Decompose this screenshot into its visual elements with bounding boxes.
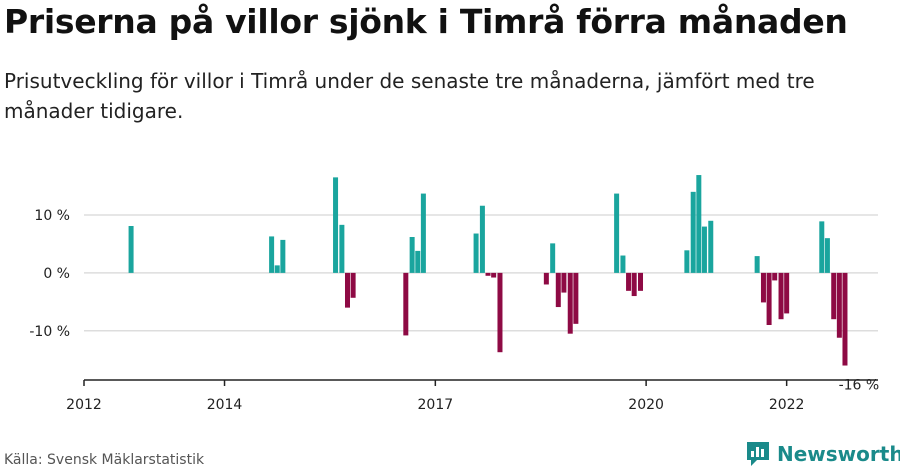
bar xyxy=(350,272,356,298)
bar xyxy=(497,272,503,353)
bar xyxy=(550,243,556,273)
bar xyxy=(696,175,702,273)
bar xyxy=(274,265,280,273)
bar xyxy=(567,272,573,334)
bar xyxy=(638,272,644,291)
bar xyxy=(543,272,549,285)
bar xyxy=(754,256,760,273)
bar xyxy=(128,226,134,273)
bar xyxy=(819,221,825,273)
bar xyxy=(778,272,784,320)
bar xyxy=(403,272,409,336)
bar xyxy=(420,193,426,273)
bar xyxy=(772,272,778,281)
bar xyxy=(784,272,790,314)
bar xyxy=(485,272,491,276)
page-subtitle: Prisutveckling för villor i Timrå under … xyxy=(4,69,815,123)
bar xyxy=(620,255,626,273)
brand-name: Newsworthy xyxy=(777,442,900,466)
bar xyxy=(842,272,848,366)
x-axis xyxy=(83,379,878,386)
bar xyxy=(561,272,567,293)
bar xyxy=(269,236,275,273)
bar xyxy=(831,272,837,320)
bar xyxy=(760,272,766,303)
latest-value-label: -16 % xyxy=(839,378,880,394)
bar xyxy=(684,250,690,273)
y-tick-label: -10 % xyxy=(29,324,70,340)
y-tick-label: 10 % xyxy=(34,208,70,224)
bar xyxy=(766,272,772,325)
brand-logo: Newsworthy xyxy=(745,440,900,468)
x-tick-label: 2017 xyxy=(418,397,454,413)
bar xyxy=(824,238,830,273)
x-tick-label: 2012 xyxy=(66,397,102,413)
bar xyxy=(339,224,345,273)
bar xyxy=(415,250,421,273)
bar xyxy=(708,220,714,273)
bar xyxy=(701,226,707,273)
source-note: Källa: Svensk Mäklarstatistik xyxy=(4,452,205,468)
bar xyxy=(614,193,620,273)
bar xyxy=(409,237,415,273)
bar xyxy=(333,177,339,273)
page-title: Priserna på villor sjönk i Timrå förra m… xyxy=(4,2,848,41)
x-tick-label: 2020 xyxy=(628,397,664,413)
y-tick-label: 0 % xyxy=(43,266,70,282)
x-tick-label: 2022 xyxy=(769,397,805,413)
bar xyxy=(631,272,637,297)
bar xyxy=(479,205,485,273)
bar xyxy=(573,272,579,324)
bars xyxy=(128,175,848,366)
tick-labels: 10 % 0 % -10 % 2012 2014 2017 2020 2022 -16 % xyxy=(29,208,879,413)
bar xyxy=(491,272,497,278)
bar xyxy=(836,272,842,338)
bar xyxy=(473,233,479,273)
x-tick-label: 2014 xyxy=(207,397,243,413)
bar xyxy=(690,191,696,273)
bar xyxy=(555,272,561,308)
bar xyxy=(626,272,632,291)
bar xyxy=(344,272,350,308)
bar-chart-icon xyxy=(747,442,769,466)
bar xyxy=(280,239,286,273)
